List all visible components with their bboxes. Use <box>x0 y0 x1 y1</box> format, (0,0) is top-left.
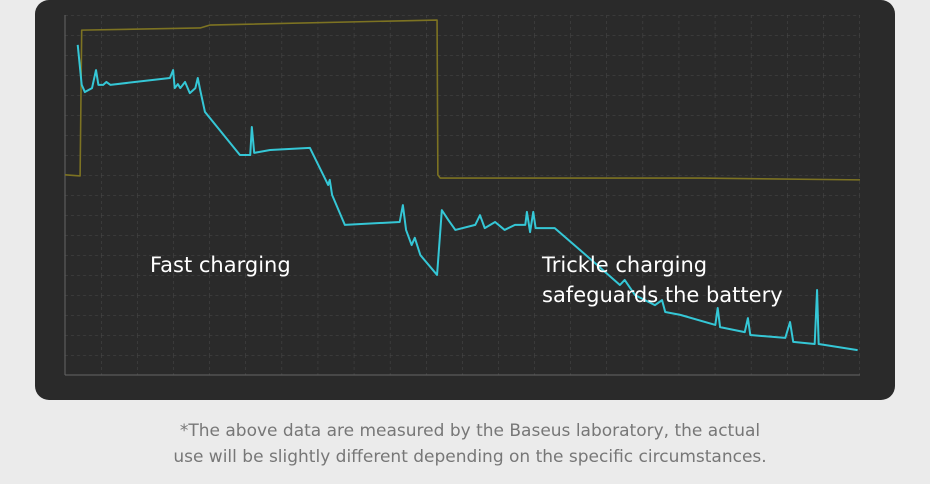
caption: use will be slightly different depending… <box>173 447 766 467</box>
annotation: Fast charging <box>150 253 291 277</box>
grid <box>65 15 860 375</box>
data-line <box>76 44 858 352</box>
annotation: Trickle charging <box>541 253 707 277</box>
data-line <box>64 19 861 181</box>
caption: *The above data are measured by the Base… <box>180 421 760 441</box>
annotation: safeguards the battery <box>542 283 783 307</box>
